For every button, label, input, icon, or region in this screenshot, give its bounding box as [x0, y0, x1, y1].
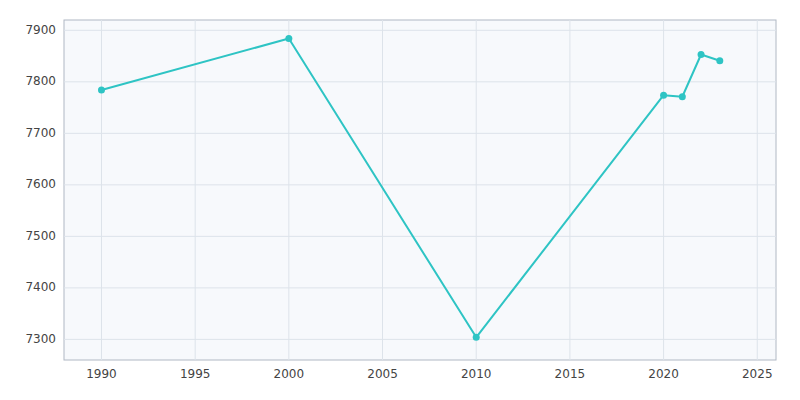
tick-label: 7600	[25, 177, 56, 191]
grid-line	[64, 236, 776, 237]
grid-line	[288, 20, 289, 360]
tick-label: 7800	[25, 74, 56, 88]
line	[101, 39, 719, 338]
tick-label: 2005	[367, 367, 398, 381]
tick-label: 7700	[25, 126, 56, 140]
series	[98, 35, 723, 341]
tick-label: 2000	[274, 367, 305, 381]
tick-label: 7400	[25, 280, 56, 294]
grid-line	[64, 30, 776, 31]
grid-line	[64, 81, 776, 82]
tick-label: 7900	[25, 23, 56, 37]
grid-line	[64, 339, 776, 340]
tick-label: 2010	[461, 367, 492, 381]
tick-label: 1995	[180, 367, 211, 381]
chart: 7300 7400 7500 7600 7700 7800 7900 1990 1995 2000…	[0, 0, 800, 400]
point	[698, 51, 705, 58]
grid-line	[757, 20, 758, 360]
grid-line	[569, 20, 570, 360]
point	[679, 93, 686, 100]
grid-line	[663, 20, 664, 360]
grid-line	[101, 20, 102, 360]
tick-label: 1990	[86, 367, 117, 381]
tick-label: 2020	[648, 367, 679, 381]
grid-line	[64, 287, 776, 288]
grid-line	[64, 184, 776, 185]
plot-frame	[64, 20, 776, 360]
tick-label: 7300	[25, 332, 56, 346]
point	[473, 334, 480, 341]
point	[98, 87, 105, 94]
grid-line	[195, 20, 196, 360]
tick-label: 7500	[25, 229, 56, 243]
tick-label: 2025	[742, 367, 773, 381]
point	[716, 57, 723, 64]
axes: 7300 7400 7500 7600 7700 7800 7900 1990 1995 2000…	[25, 23, 772, 381]
grid-line	[476, 20, 477, 360]
point	[660, 92, 667, 99]
tick-label: 2015	[555, 367, 586, 381]
grid-line	[64, 133, 776, 134]
grid	[64, 20, 776, 360]
point	[285, 35, 292, 42]
